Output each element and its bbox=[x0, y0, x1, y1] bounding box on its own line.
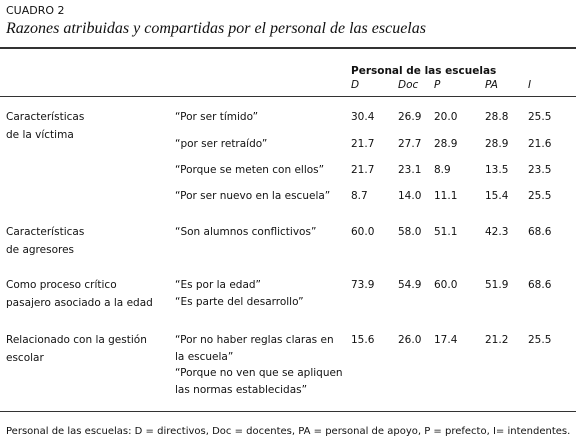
cell-value: 28.8 bbox=[485, 111, 509, 123]
row-category: de agresores bbox=[6, 244, 75, 256]
cell-value: 25.5 bbox=[528, 111, 552, 123]
bottom-rule bbox=[0, 411, 576, 412]
cell-value: 60.0 bbox=[351, 226, 375, 238]
row-reason: “Son alumnos conflictivos” bbox=[175, 226, 317, 238]
row-category: Características bbox=[6, 111, 85, 123]
row-reason: las normas establecidas” bbox=[175, 383, 308, 396]
cell-value: 15.4 bbox=[485, 190, 509, 202]
row-reason: la escuela” bbox=[175, 350, 234, 363]
row-category: Características bbox=[6, 226, 85, 238]
cell-value: 14.0 bbox=[398, 190, 422, 202]
column-header: I bbox=[528, 79, 532, 91]
row-reason: “Por no haber reglas claras en bbox=[175, 334, 334, 346]
row-reason: “Porque se meten con ellos” bbox=[175, 164, 325, 176]
cell-value: 54.9 bbox=[398, 279, 422, 291]
column-header: D bbox=[351, 79, 360, 91]
cell-value: 28.9 bbox=[485, 138, 509, 150]
row-category: Como proceso crítico bbox=[6, 279, 117, 291]
table-label: CUADRO 2 bbox=[6, 4, 65, 17]
cell-value: 26.0 bbox=[398, 334, 422, 346]
cell-value: 13.5 bbox=[485, 164, 509, 176]
row-reason: “Por ser tímido” bbox=[175, 111, 259, 123]
row-reason: “por ser retraído” bbox=[175, 138, 268, 150]
row-reason: “Porque no ven que se apliquen bbox=[175, 367, 343, 379]
cell-value: 68.6 bbox=[528, 279, 552, 291]
row-reason: “Es parte del desarrollo” bbox=[175, 295, 304, 308]
cell-value: 42.3 bbox=[485, 226, 509, 238]
cell-value: 15.6 bbox=[351, 334, 375, 346]
cell-value: 26.9 bbox=[398, 111, 422, 123]
cell-value: 23.5 bbox=[528, 164, 552, 176]
cell-value: 73.9 bbox=[351, 279, 375, 291]
cell-value: 11.1 bbox=[434, 190, 458, 202]
cell-value: 58.0 bbox=[398, 226, 422, 238]
cell-value: 20.0 bbox=[434, 111, 458, 123]
header-rule bbox=[0, 96, 576, 97]
cell-value: 68.6 bbox=[528, 226, 552, 238]
row-category: Relacionado con la gestión bbox=[6, 334, 147, 346]
cell-value: 8.7 bbox=[351, 190, 368, 202]
cell-value: 21.2 bbox=[485, 334, 509, 346]
cell-value: 25.5 bbox=[528, 190, 552, 202]
cell-value: 27.7 bbox=[398, 138, 422, 150]
top-rule bbox=[0, 47, 576, 49]
cell-value: 60.0 bbox=[434, 279, 458, 291]
cell-value: 25.5 bbox=[528, 334, 552, 346]
group-header: Personal de las escuelas bbox=[351, 65, 497, 77]
column-header: P bbox=[434, 79, 441, 91]
cell-value: 21.7 bbox=[351, 164, 375, 176]
cell-value: 28.9 bbox=[434, 138, 458, 150]
cell-value: 51.1 bbox=[434, 226, 458, 238]
row-reason: “Por ser nuevo en la escuela” bbox=[175, 190, 331, 202]
cell-value: 51.9 bbox=[485, 279, 509, 291]
column-header: PA bbox=[485, 79, 498, 91]
row-category: pasajero asociado a la edad bbox=[6, 297, 153, 309]
cell-value: 30.4 bbox=[351, 111, 375, 123]
row-reason: “Es por la edad” bbox=[175, 279, 261, 291]
footnote: Personal de las escuelas: D = directivos… bbox=[6, 426, 571, 437]
cell-value: 21.6 bbox=[528, 138, 552, 150]
row-category: de la víctima bbox=[6, 129, 74, 141]
table-title: Razones atribuidas y compartidas por el … bbox=[6, 20, 426, 37]
row-category: escolar bbox=[6, 352, 44, 364]
cell-value: 17.4 bbox=[434, 334, 458, 346]
column-header: Doc bbox=[398, 79, 419, 91]
cell-value: 23.1 bbox=[398, 164, 422, 176]
cell-value: 21.7 bbox=[351, 138, 375, 150]
cell-value: 8.9 bbox=[434, 164, 451, 176]
